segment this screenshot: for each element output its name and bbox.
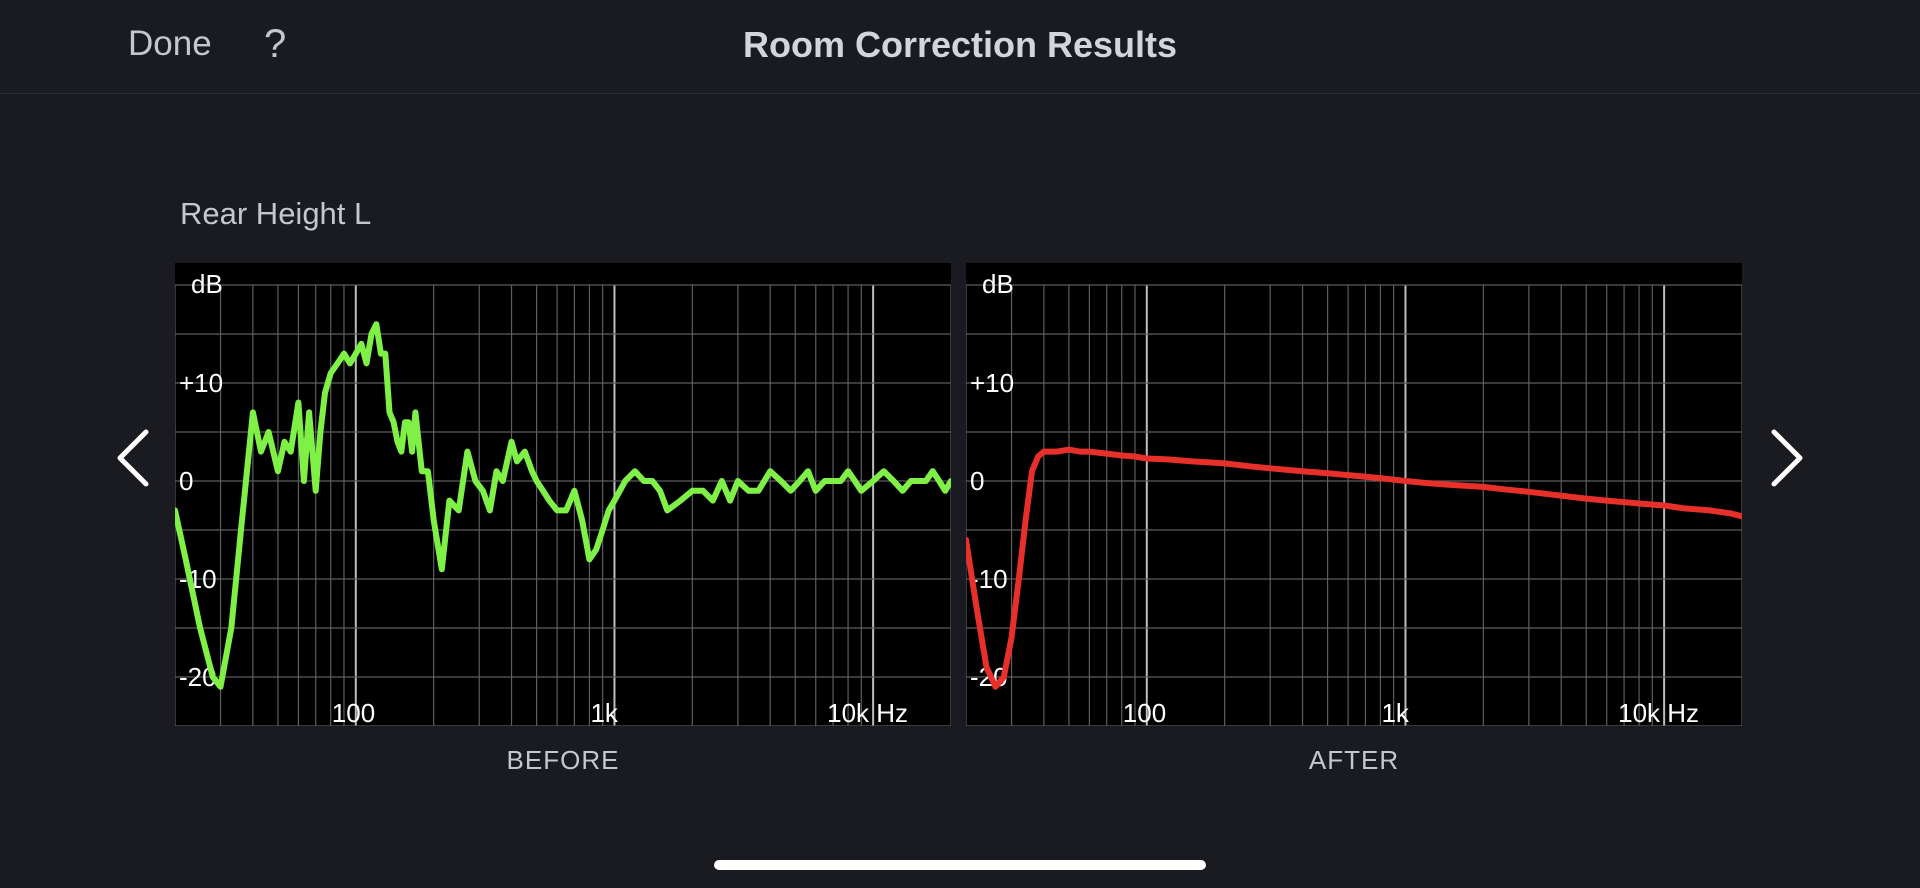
before-grid — [175, 284, 951, 726]
after-response-curve — [966, 446, 1742, 690]
after-chart: dB +10 0 -10 -20 100 1k 10k Hz — [966, 263, 1742, 726]
after-x-tick-label: 1k — [1381, 698, 1409, 726]
help-button[interactable]: ? — [264, 22, 287, 66]
after-y-axis-label: dB — [982, 269, 1014, 299]
chevron-left-icon — [117, 429, 149, 487]
after-caption: AFTER — [1308, 745, 1400, 775]
after-grid — [966, 284, 1742, 726]
speaker-name: Rear Height L — [180, 196, 372, 231]
before-x-tick-label: 100 — [332, 698, 375, 726]
after-y-tick-label: 0 — [970, 466, 984, 496]
home-indicator — [714, 860, 1206, 870]
after-x-tick-label: 100 — [1123, 698, 1166, 726]
done-button[interactable]: Done — [128, 24, 212, 63]
after-y-tick-label: +10 — [970, 368, 1014, 398]
before-x-tick-label: 1k — [590, 698, 618, 726]
before-chart: dB +10 0 -10 -20 100 1k 10k Hz — [175, 263, 951, 726]
chevron-right-icon — [1771, 429, 1803, 487]
before-caption: BEFORE — [506, 745, 620, 775]
page-title: Room Correction Results — [742, 24, 1178, 65]
before-x-tick-label: 10k Hz — [827, 698, 908, 726]
before-y-tick-label: 0 — [179, 466, 193, 496]
after-x-tick-label: 10k Hz — [1618, 698, 1699, 726]
top-bar: Done ? Room Correction Results — [0, 0, 1920, 94]
before-response-curve — [175, 321, 951, 690]
previous-speaker-button[interactable] — [114, 428, 154, 488]
next-speaker-button[interactable] — [1766, 428, 1806, 488]
before-y-axis-label: dB — [191, 269, 223, 299]
before-y-tick-label: +10 — [179, 368, 223, 398]
